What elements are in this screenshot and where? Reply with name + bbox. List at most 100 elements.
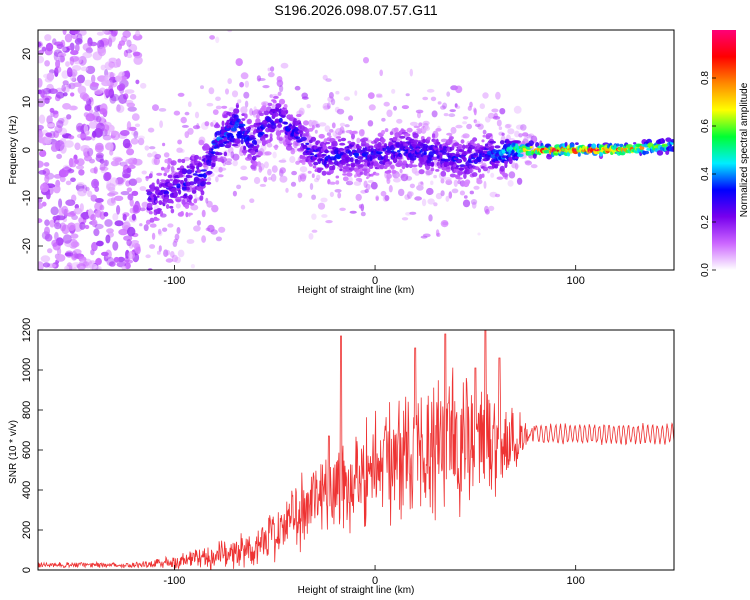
spectrogram-cell	[517, 153, 524, 158]
spectrogram-cell	[474, 120, 481, 125]
spectrogram-cell	[304, 128, 310, 134]
spectrogram-cell	[575, 142, 579, 146]
spectrogram-cell	[454, 166, 459, 170]
spectrogram-cell	[240, 204, 246, 210]
spectrogram-cell	[274, 118, 280, 124]
spectrogram-cell	[309, 183, 314, 190]
spectrogram-cell	[388, 185, 393, 193]
spectrogram-cell	[464, 168, 471, 175]
spectrogram-cell	[158, 108, 167, 112]
spectrogram-cell	[73, 207, 83, 215]
spectrogram-cell	[76, 133, 87, 139]
spectrogram-cell	[112, 241, 119, 251]
spectrogram-cell	[330, 98, 336, 106]
spectrogram-cell	[329, 191, 334, 198]
spectrogram-cell	[454, 103, 458, 108]
spectrogram-cell	[375, 196, 379, 201]
spectrogram-cell	[180, 149, 185, 153]
spectrogram-cell	[522, 132, 529, 137]
spectrogram-cell	[54, 222, 62, 230]
spectrogram-cell	[430, 96, 437, 102]
colorbar-tick-label: 0.6	[700, 119, 711, 133]
spectrogram-cell	[169, 205, 174, 209]
spectrogram-cell	[91, 241, 98, 252]
spectrogram-cell	[332, 140, 338, 144]
spectrogram-cell	[363, 180, 368, 188]
spectrogram-cell	[85, 65, 96, 75]
spectrogram-cell	[72, 267, 77, 270]
spectrogram-cell	[256, 144, 260, 148]
spectrogram-cell	[456, 165, 460, 168]
spectrogram-cell	[462, 116, 469, 120]
spectrogram-cell	[131, 130, 139, 136]
spectrogram-cell	[436, 141, 441, 145]
spectrogram-cell	[99, 108, 107, 115]
spectrogram-cell	[56, 120, 64, 129]
spectrogram-cell	[128, 164, 136, 169]
spectrogram-cell	[40, 183, 49, 193]
spectrogram-cell	[451, 145, 455, 151]
spectrogram-cell	[56, 153, 62, 160]
spectrogram-cell	[413, 125, 421, 129]
spectrogram-cell	[415, 109, 424, 114]
chart-title: S196.2026.098.07.57.G11	[274, 2, 437, 18]
spectrogram-cell	[331, 122, 336, 129]
spectrogram-cell	[404, 173, 409, 178]
colorbar-ticks: 0.0 0.2 0.4 0.6 0.8	[700, 71, 716, 277]
spectrogram-cell	[163, 249, 169, 257]
spectrogram-cell	[47, 248, 53, 254]
spectrogram-cell	[492, 115, 501, 120]
spectrogram-cell	[135, 271, 143, 277]
spectrogram-cell	[212, 166, 220, 173]
spectrogram-cell	[64, 33, 73, 43]
spectrogram-cell	[616, 143, 620, 147]
spectrogram-cell	[442, 102, 448, 109]
spectrogram-cell	[564, 141, 568, 148]
spectrogram-cell	[357, 156, 364, 160]
spectrogram-cell	[206, 102, 214, 107]
spectrogram-cell	[432, 133, 436, 138]
spectrogram-cell	[423, 150, 427, 157]
spectrogram-cell	[135, 79, 140, 85]
spectrogram-cell	[97, 46, 107, 57]
spectrogram-cell	[228, 107, 235, 112]
spectrogram-cell	[120, 191, 130, 196]
spectrogram-cell	[359, 167, 364, 174]
spectrogram-cell	[279, 167, 287, 174]
spectrogram-cell	[482, 129, 487, 135]
spectrogram-cell	[267, 102, 273, 107]
spectrogram-cell	[250, 137, 257, 140]
spectrogram-cell	[448, 113, 456, 118]
spectrogram-cell	[143, 224, 149, 232]
spectrogram-cell	[180, 116, 187, 124]
spectrogram-cell	[62, 92, 68, 97]
spectrogram-cell	[190, 165, 196, 169]
spectrogram-cell	[89, 263, 98, 270]
spectrogram-cell	[240, 72, 249, 80]
spectrogram-cell	[289, 156, 296, 163]
spectrogram-cell	[337, 131, 342, 136]
spectrogram-cell	[89, 41, 98, 47]
spectrogram-cell	[482, 150, 488, 154]
spectrogram-cell	[82, 43, 92, 52]
spectrogram-cell	[78, 216, 84, 223]
spectrogram-cell	[463, 195, 468, 199]
spectrogram-cell	[148, 173, 153, 179]
spectrogram-cell	[528, 140, 534, 146]
spectrogram-cell	[376, 163, 380, 169]
spectrogram-cell	[671, 146, 674, 152]
spectrogram-cell	[58, 168, 69, 178]
spectrogram-cell	[104, 171, 112, 181]
spectrogram-cell	[109, 71, 115, 82]
spectrogram-cell	[453, 142, 460, 147]
spectrogram-cell	[74, 43, 80, 52]
spectrogram-cell	[299, 172, 307, 180]
spectrogram-cell	[326, 163, 330, 168]
spectrogram-cell	[344, 124, 350, 128]
spectrogram-cell	[239, 123, 246, 127]
spectrogram-cell	[443, 113, 449, 117]
spectrogram-cell	[112, 61, 120, 68]
spectrogram-cell	[202, 178, 207, 182]
spectrogram-cell	[354, 174, 357, 178]
spectrogram-cell	[285, 187, 289, 193]
